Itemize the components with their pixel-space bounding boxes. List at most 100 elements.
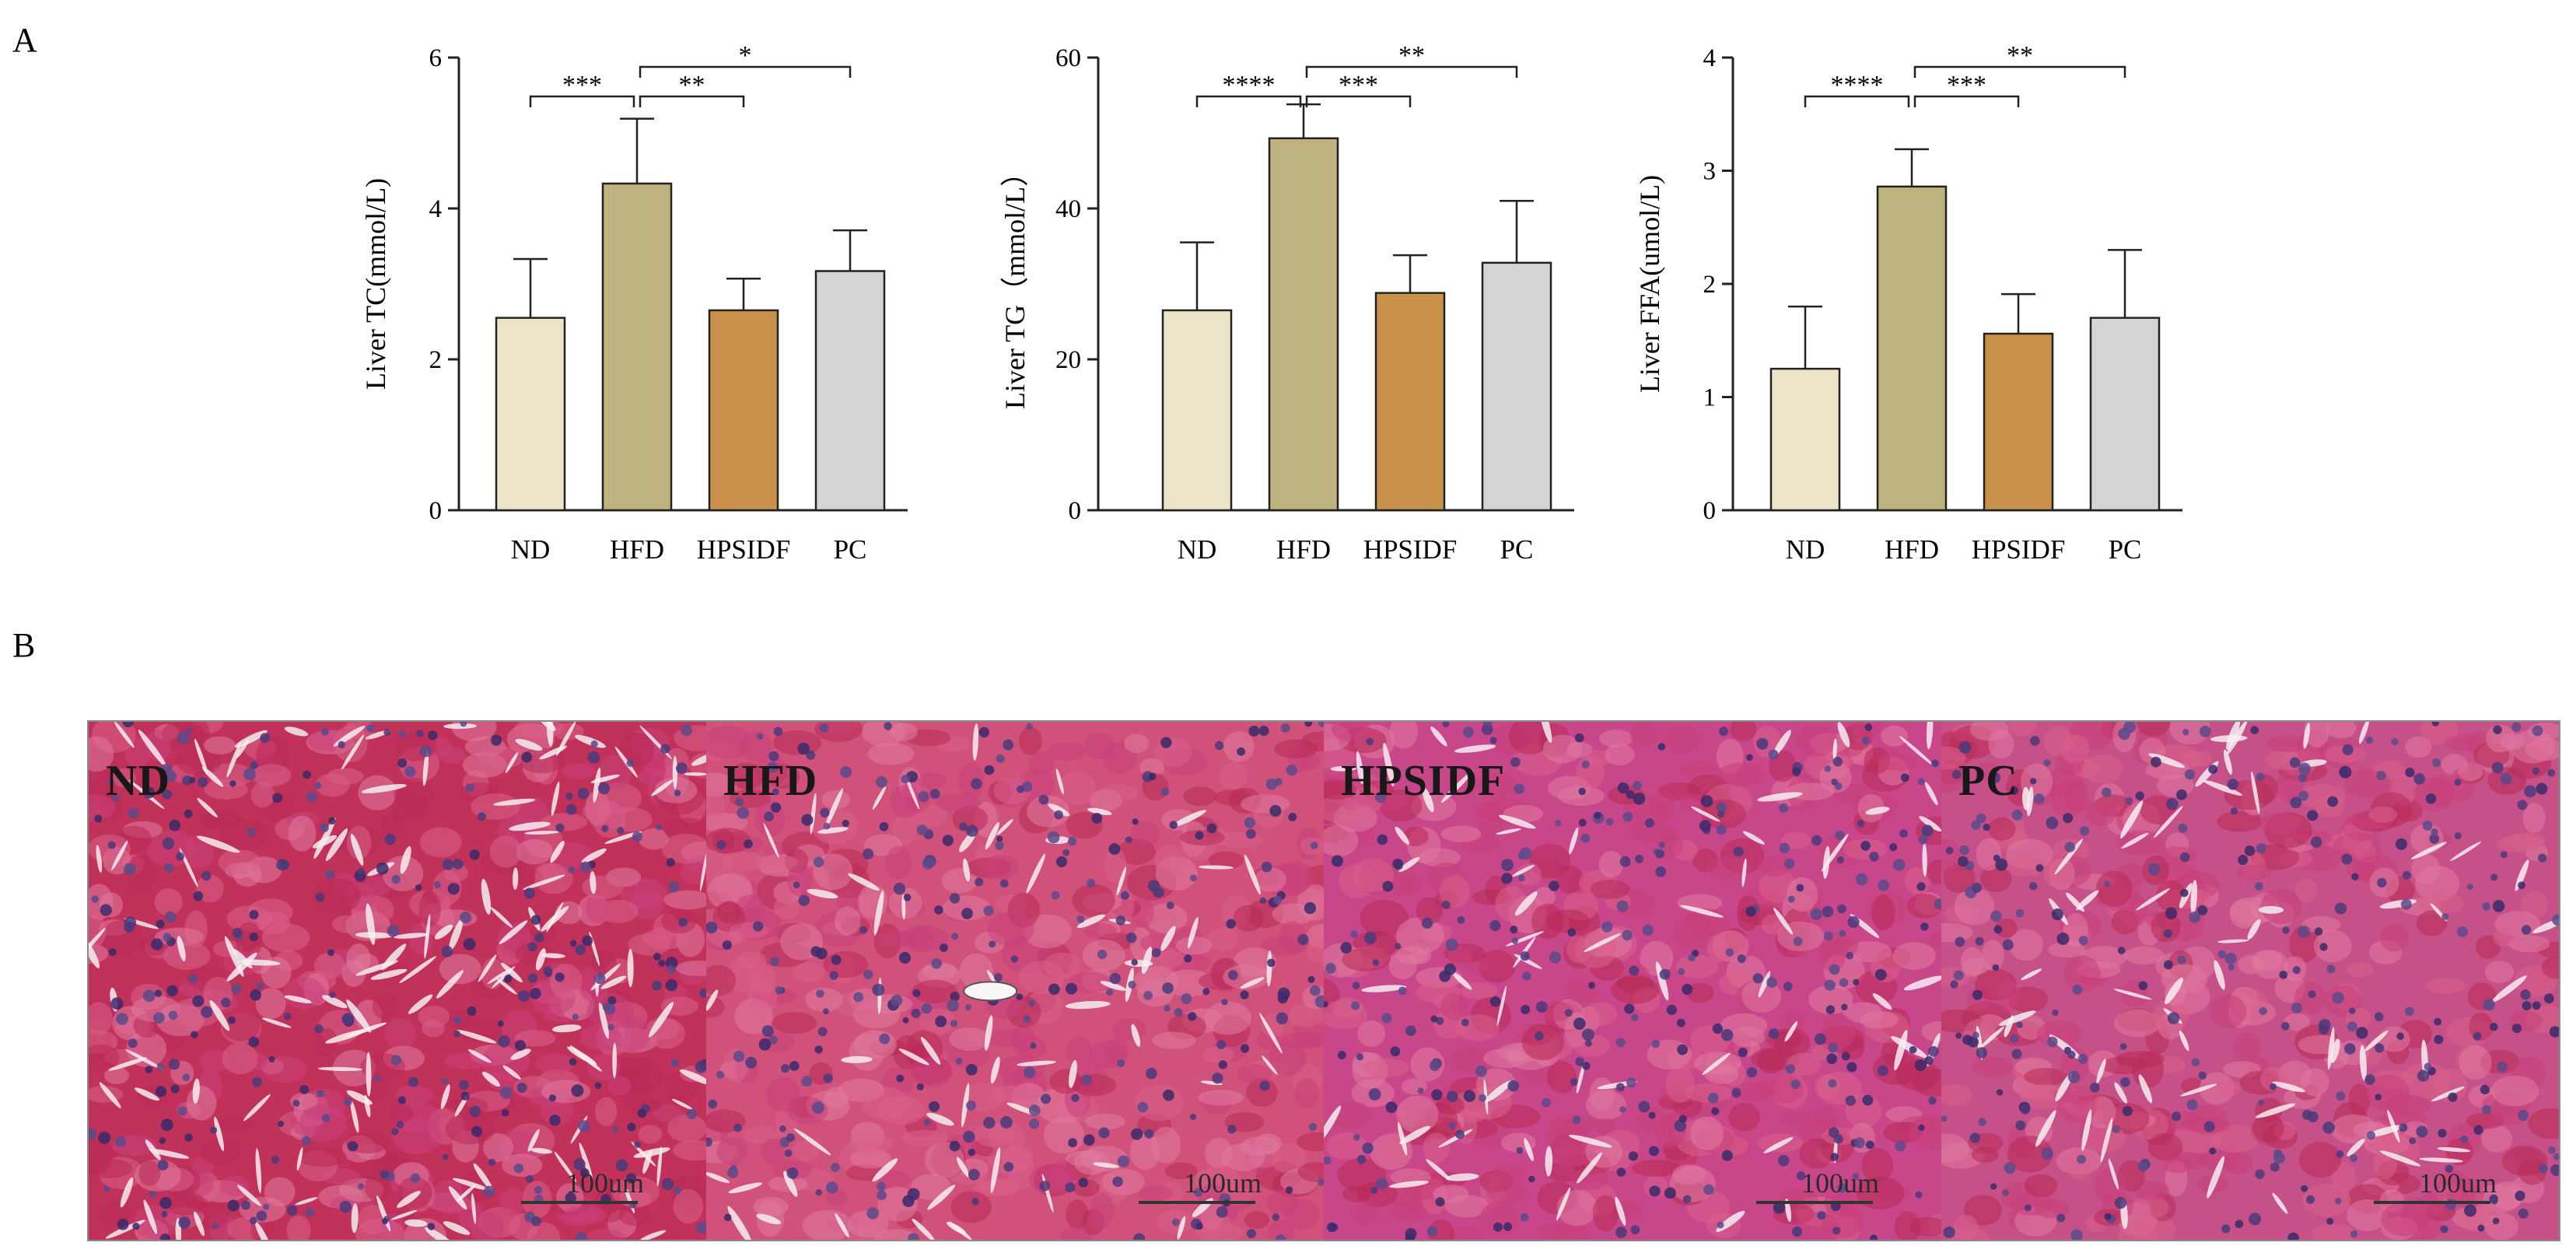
tissue-cell bbox=[2304, 722, 2330, 748]
tissue-nucleus bbox=[1664, 1187, 1676, 1199]
tissue-nucleus bbox=[968, 1168, 980, 1181]
significance-bracket bbox=[1913, 65, 2126, 78]
tissue-nucleus bbox=[1309, 985, 1321, 996]
tissue-nucleus bbox=[1822, 905, 1834, 918]
tissue-cell bbox=[2217, 810, 2263, 832]
tissue-sinusoid bbox=[1742, 831, 1765, 845]
tissue-nucleus bbox=[2256, 772, 2265, 782]
tissue-nucleus bbox=[2056, 933, 2070, 946]
tissue-cell bbox=[2233, 1032, 2261, 1065]
tissue-nucleus bbox=[590, 740, 598, 748]
tissue-nucleus bbox=[1877, 1065, 1888, 1076]
tissue-image bbox=[706, 722, 1324, 1240]
tissue-nucleus bbox=[2063, 813, 2074, 824]
tissue-nucleus bbox=[1796, 1171, 1806, 1181]
tissue-sinusoid bbox=[1999, 1010, 2036, 1026]
tissue-cell bbox=[2490, 1075, 2539, 1107]
tissue-cell bbox=[2060, 734, 2090, 763]
tissue-sinusoid bbox=[509, 821, 551, 831]
tissue-nucleus bbox=[733, 1050, 745, 1062]
tissue-nucleus bbox=[2224, 952, 2237, 964]
tissue-sinusoid bbox=[1556, 1187, 1571, 1221]
tissue-cell bbox=[667, 1114, 706, 1143]
tissue-sinusoid bbox=[120, 1177, 134, 1208]
tissue-nucleus bbox=[1261, 861, 1272, 873]
tissue-sinusoid bbox=[345, 1022, 387, 1038]
tissue-cell bbox=[1521, 1024, 1564, 1061]
significance-bracket bbox=[1305, 65, 1518, 78]
tissue-nucleus bbox=[825, 1181, 838, 1194]
tissue-sinusoid bbox=[394, 933, 429, 939]
tissue-nucleus bbox=[252, 1076, 262, 1087]
tissue-nucleus bbox=[433, 880, 442, 889]
tissue-cell bbox=[2116, 830, 2165, 856]
tissue-nucleus bbox=[983, 905, 994, 916]
tissue-sinusoid bbox=[706, 989, 719, 1011]
tissue-sinusoid bbox=[810, 793, 817, 835]
tissue-nucleus bbox=[1928, 1045, 1939, 1057]
tissue-nucleus bbox=[866, 1207, 879, 1220]
tissue-nucleus bbox=[169, 819, 181, 831]
tissue-sinusoid bbox=[2138, 1074, 2153, 1104]
tissue-nucleus bbox=[1852, 1173, 1860, 1180]
tissue-nucleus bbox=[1909, 1045, 1917, 1054]
tissue-cell bbox=[145, 730, 172, 761]
tissue-sinusoid bbox=[1498, 814, 1536, 829]
tissue-nucleus bbox=[555, 972, 565, 982]
tissue-nucleus bbox=[565, 792, 573, 800]
tissue-sinusoid bbox=[1822, 845, 1830, 880]
tissue-nucleus bbox=[247, 828, 256, 837]
tissue-nucleus bbox=[2255, 1169, 2265, 1179]
tissue-cell bbox=[1546, 909, 1591, 933]
tissue-nucleus bbox=[761, 1025, 774, 1037]
tissue-sinusoid bbox=[727, 1206, 752, 1240]
histology-panel-pc: PC 100um bbox=[1941, 722, 2559, 1240]
tissue-nucleus bbox=[2547, 768, 2556, 777]
tissue-nucleus bbox=[2112, 1125, 2120, 1133]
tissue-sinusoid bbox=[581, 848, 607, 863]
tissue-cell bbox=[1781, 831, 1811, 849]
tissue-nucleus bbox=[2035, 864, 2044, 873]
tissue-nucleus bbox=[221, 997, 231, 1008]
tissue-sinusoid bbox=[684, 772, 706, 776]
bar-pc bbox=[2089, 317, 2161, 512]
tissue-nucleus bbox=[767, 761, 779, 773]
tissue-cell bbox=[1389, 722, 1418, 749]
tissue-cell bbox=[222, 1042, 258, 1075]
tissue-nucleus bbox=[2030, 778, 2037, 785]
tissue-nucleus bbox=[1147, 880, 1160, 892]
tissue-nucleus bbox=[959, 822, 968, 831]
tissue-cell bbox=[2522, 803, 2546, 834]
tissue-nucleus bbox=[722, 940, 732, 950]
tissue-sinusoid bbox=[2165, 977, 2183, 1005]
tissue-nucleus bbox=[283, 1013, 292, 1020]
tissue-cell bbox=[849, 1148, 892, 1169]
tissue-cell bbox=[2067, 1148, 2091, 1181]
x-tick-label: HFD bbox=[1276, 534, 1331, 565]
tissue-nucleus bbox=[2016, 1021, 2023, 1028]
tissue-sinusoid bbox=[1324, 1105, 1342, 1143]
tissue-nucleus bbox=[292, 1099, 300, 1107]
tissue-nucleus bbox=[1814, 1033, 1826, 1045]
tissue-nucleus bbox=[2374, 1012, 2384, 1022]
tissue-nucleus bbox=[1390, 1046, 1401, 1057]
tissue-nucleus bbox=[1989, 772, 2000, 783]
tissue-nucleus bbox=[94, 814, 103, 823]
tissue-nucleus bbox=[565, 803, 577, 815]
y-tick-label: 1 bbox=[1703, 384, 1717, 412]
tissue-nucleus bbox=[1310, 842, 1318, 849]
tissue-nucleus bbox=[2010, 786, 2018, 795]
tissue-nucleus bbox=[615, 1159, 628, 1172]
x-tick-label: HFD bbox=[610, 534, 664, 565]
tissue-nucleus bbox=[2208, 765, 2218, 774]
tissue-nucleus bbox=[2319, 1024, 2329, 1035]
tissue-nucleus bbox=[1711, 1107, 1720, 1115]
tissue-sinusoid bbox=[2136, 888, 2170, 911]
tissue-nucleus bbox=[813, 856, 824, 868]
tissue-sinusoid bbox=[2035, 1110, 2056, 1147]
tissue-nucleus bbox=[1461, 1018, 1469, 1027]
tissue-sinusoid bbox=[541, 953, 565, 958]
tissue-nucleus bbox=[1570, 1078, 1578, 1086]
tissue-sinusoid bbox=[2179, 1031, 2189, 1052]
tissue-cell bbox=[2347, 961, 2375, 978]
